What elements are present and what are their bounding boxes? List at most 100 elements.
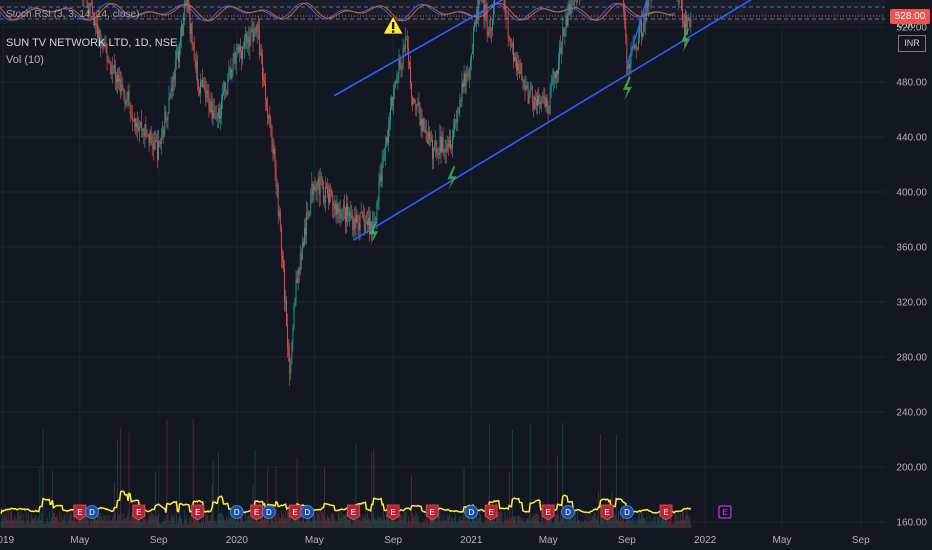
candle-651 <box>684 22 685 35</box>
candle-544 <box>571 0 573 5</box>
volume-bar-278 <box>292 514 294 528</box>
volume-bar-397 <box>417 515 419 528</box>
volume-bar-426 <box>447 516 449 528</box>
volume-legend[interactable]: Vol (10) <box>6 54 44 66</box>
volume-bar-538 <box>565 522 567 528</box>
volume-bar-151 <box>159 522 160 528</box>
volume-bar-276 <box>290 514 292 528</box>
candle-531 <box>558 62 559 75</box>
candle-444 <box>466 73 468 77</box>
candle-276 <box>290 364 292 374</box>
symbol-legend[interactable]: SUN TV NETWORK LTD, 1D, NSE <box>6 37 178 49</box>
volume-bar-60 <box>63 515 65 528</box>
volume-bar-360 <box>378 517 380 528</box>
candle-130 <box>137 123 138 129</box>
candle-255 <box>268 114 270 120</box>
candle-460 <box>483 0 485 18</box>
candle-158 <box>166 119 168 121</box>
candle-259 <box>272 142 274 155</box>
volume-bar-365 <box>383 515 385 528</box>
volume-bar-109 <box>115 513 116 528</box>
price-axis[interactable]: 680.00640.00600.00560.00520.00480.00440.… <box>885 0 932 550</box>
volume-bar-522 <box>548 512 550 528</box>
volume-bar-445 <box>467 512 469 528</box>
candle-613 <box>644 23 646 25</box>
volume-bar-513 <box>539 521 541 528</box>
candle-116 <box>122 84 124 89</box>
volume-bar-425 <box>446 515 448 528</box>
volume-bar-573 <box>602 512 604 528</box>
volume-bar-403 <box>423 518 425 528</box>
candle-508 <box>534 97 535 110</box>
candle-367 <box>385 136 387 145</box>
lightning-icon <box>447 166 457 191</box>
candle-432 <box>454 121 455 131</box>
candle-164 <box>172 73 174 92</box>
volume-bar-444 <box>466 512 468 528</box>
channel-lines[interactable] <box>333 0 763 241</box>
volume-bar-289 <box>304 522 305 528</box>
volume-bar-649 <box>682 512 683 528</box>
candle-394 <box>414 99 416 103</box>
candle-201 <box>211 101 213 119</box>
candle-434 <box>456 119 458 123</box>
candle-217 <box>228 70 230 76</box>
volume-bar-116 <box>122 520 124 528</box>
candle-128 <box>135 118 136 127</box>
candle-137 <box>144 124 146 137</box>
volume-bar-600 <box>630 520 632 528</box>
volume-bar-207 <box>217 452 219 528</box>
volume-bar-523 <box>549 517 551 528</box>
candle-535 <box>562 28 564 43</box>
volume-bar-574 <box>603 510 605 528</box>
volume-bar-85 <box>89 519 91 528</box>
volume-bar-391 <box>411 475 412 528</box>
candle-607 <box>637 37 639 49</box>
volume-bar-161 <box>169 523 171 528</box>
candle-346 <box>363 219 365 232</box>
volume-bar-527 <box>553 517 555 528</box>
candle-234 <box>246 33 248 43</box>
candle-101 <box>106 51 108 61</box>
event-marker-earnings: E <box>600 504 614 521</box>
volume-bar-57 <box>60 522 62 528</box>
event-marker-earnings-upcoming: E <box>718 505 732 519</box>
candle-650 <box>683 21 684 23</box>
candle-183 <box>192 42 194 44</box>
candle-393 <box>413 99 415 105</box>
time-tick-label-6: 2021 <box>460 535 483 546</box>
currency-label[interactable]: INR <box>898 35 926 52</box>
volume-bar-575 <box>604 513 606 528</box>
volume-bar-165 <box>173 515 175 528</box>
volume-bar-408 <box>429 517 430 528</box>
candle-197 <box>207 90 209 96</box>
price-tick-label-10: 280.00 <box>896 353 927 364</box>
volume-bar-496 <box>521 520 523 528</box>
candle-250 <box>263 77 264 81</box>
candle-290 <box>305 228 306 235</box>
grid <box>0 26 885 528</box>
volume-bar-299 <box>314 515 316 528</box>
candle-178 <box>187 0 189 3</box>
time-axis[interactable]: 2019 May Sep 2020 May Sep 2021 May Sep 2022 May Sep <box>0 528 932 550</box>
candle-204 <box>214 117 216 119</box>
volume-bar-452 <box>475 521 476 528</box>
volume-bar-570 <box>599 523 600 528</box>
volume-bar-272 <box>286 518 287 528</box>
candle-143 <box>150 130 152 139</box>
candle-337 <box>354 219 356 228</box>
volume-bar-390 <box>410 522 411 528</box>
volume-bar-463 <box>486 517 488 528</box>
volume-bar-33 <box>35 515 37 528</box>
volume-bar-281 <box>295 520 297 528</box>
volume-bar-283 <box>297 518 299 528</box>
volume-bar-526 <box>552 522 554 528</box>
candle-85 <box>89 3 91 5</box>
volume-bar-176 <box>185 518 187 528</box>
volume-bar-603 <box>633 523 635 528</box>
volume-bar-481 <box>505 519 507 528</box>
volume-bar-209 <box>220 513 221 528</box>
volume-bar-194 <box>204 522 206 528</box>
